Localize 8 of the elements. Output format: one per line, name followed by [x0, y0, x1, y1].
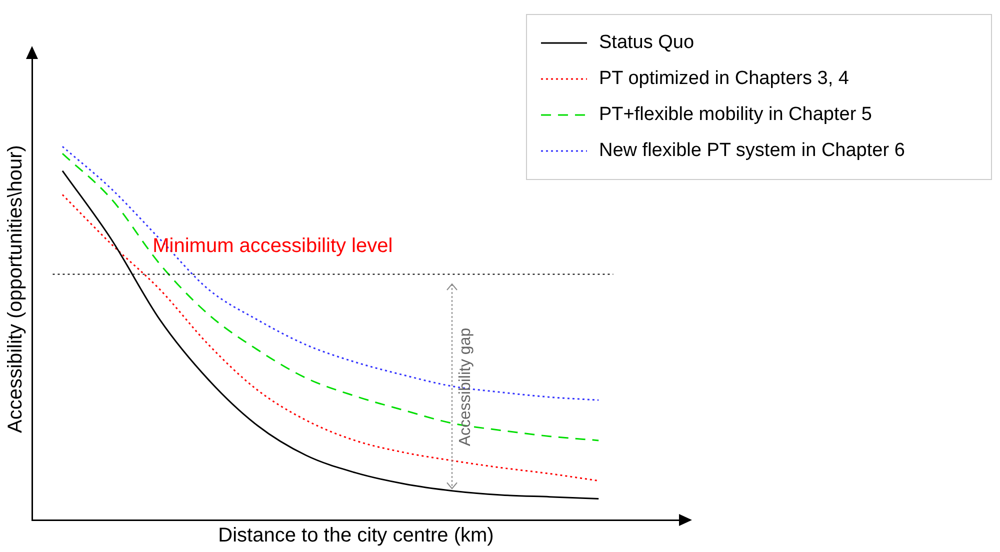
- legend-label: PT+flexible mobility in Chapter 5: [599, 104, 872, 126]
- annotation: Accessibility gap: [457, 327, 476, 446]
- ref-line-label: Minimum accessibility level: [152, 234, 393, 257]
- legend-label: PT optimized in Chapters 3, 4: [599, 68, 849, 90]
- legend-label: New flexible PT system in Chapter 6: [599, 140, 905, 162]
- x-axis-title: Distance to the city centre (km): [218, 524, 494, 547]
- y-axis-title: Accessibility (opportunities\hour): [4, 145, 27, 433]
- legend-label: Status Quo: [599, 32, 694, 54]
